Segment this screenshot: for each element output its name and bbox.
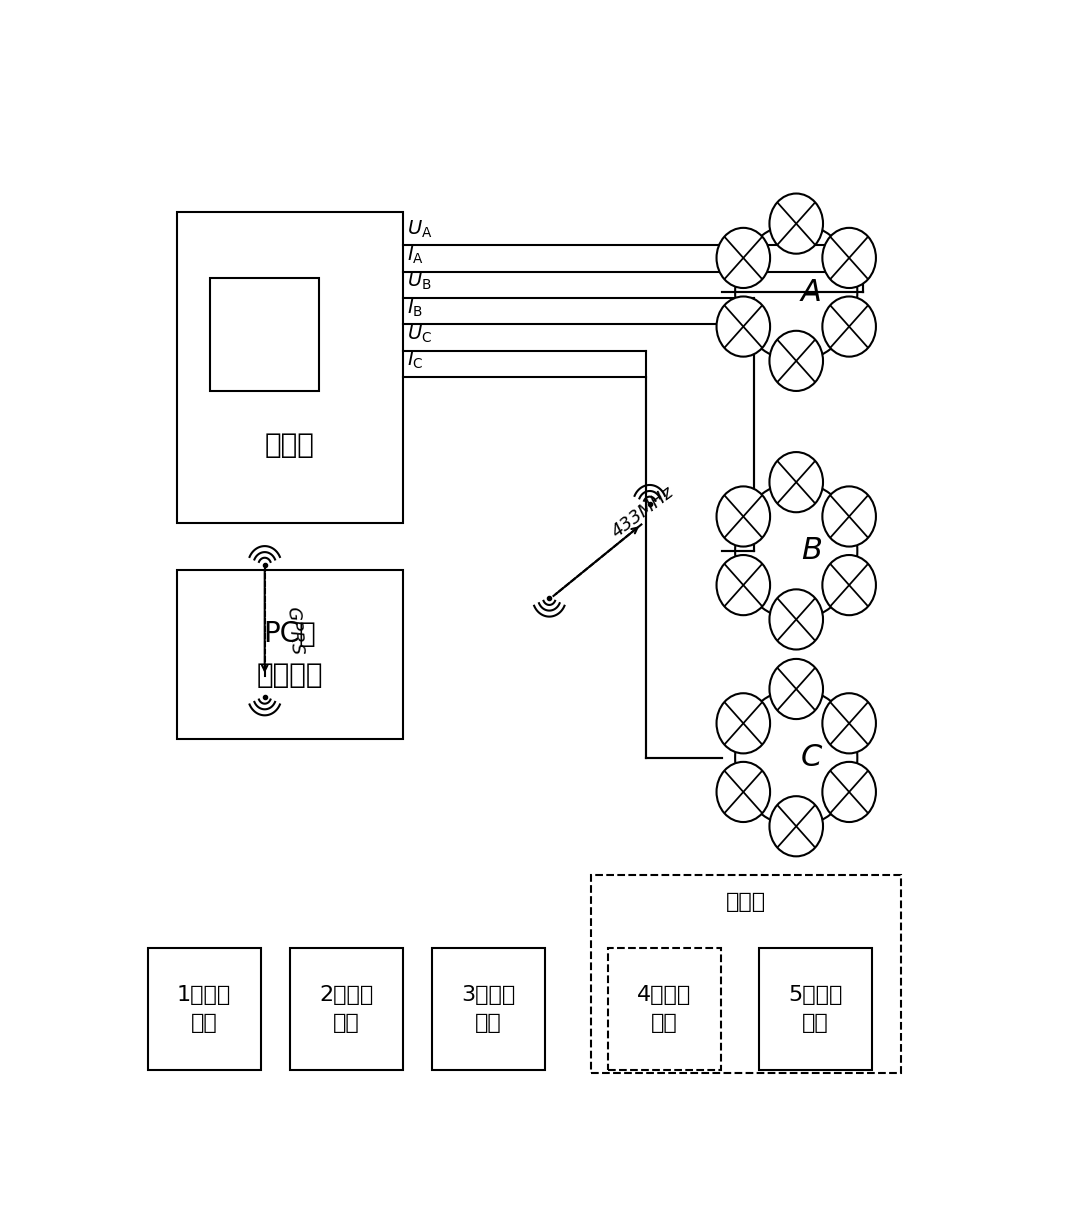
Circle shape — [822, 486, 876, 547]
Text: GPRS: GPRS — [283, 606, 306, 656]
Circle shape — [769, 796, 823, 856]
Bar — [608, 947, 721, 1070]
Circle shape — [822, 762, 876, 822]
Circle shape — [822, 694, 876, 753]
Text: 3号汇集
单元: 3号汇集 单元 — [461, 984, 516, 1033]
Text: A: A — [801, 277, 822, 306]
Circle shape — [716, 694, 770, 753]
Circle shape — [716, 297, 770, 357]
Bar — [758, 947, 872, 1070]
Text: 5号汇集
单元: 5号汇集 单元 — [788, 984, 842, 1033]
Circle shape — [716, 486, 770, 547]
Circle shape — [822, 556, 876, 615]
Circle shape — [769, 452, 823, 513]
Text: B: B — [801, 536, 822, 565]
Text: $I_{\mathrm{A}}$: $I_{\mathrm{A}}$ — [407, 244, 424, 266]
Bar — [177, 569, 403, 739]
Circle shape — [822, 297, 876, 357]
Circle shape — [716, 556, 770, 615]
Text: $U_{\mathrm{A}}$: $U_{\mathrm{A}}$ — [407, 219, 432, 239]
Bar — [591, 875, 901, 1072]
Bar — [432, 947, 545, 1070]
Text: 1号汇集
单元: 1号汇集 单元 — [177, 984, 231, 1033]
Text: 4号汇集
单元: 4号汇集 单元 — [637, 984, 691, 1033]
Circle shape — [822, 228, 876, 288]
Text: 2号汇集
单元: 2号汇集 单元 — [320, 984, 374, 1033]
Circle shape — [769, 659, 823, 719]
Text: $I_{\mathrm{B}}$: $I_{\mathrm{B}}$ — [407, 297, 423, 319]
Bar — [289, 947, 403, 1070]
Text: 继保仪: 继保仪 — [265, 431, 314, 459]
Circle shape — [716, 762, 770, 822]
Text: $I_{\mathrm{C}}$: $I_{\mathrm{C}}$ — [407, 350, 423, 371]
Text: PC端
模拟主站: PC端 模拟主站 — [257, 619, 323, 689]
Text: $U_{\mathrm{C}}$: $U_{\mathrm{C}}$ — [407, 324, 432, 344]
Circle shape — [769, 194, 823, 254]
Circle shape — [716, 228, 770, 288]
Bar — [148, 947, 260, 1070]
Text: 屏蔽箱: 屏蔽箱 — [726, 893, 766, 912]
Bar — [177, 212, 403, 523]
Text: C: C — [801, 744, 822, 772]
Text: 433MHz: 433MHz — [608, 484, 677, 541]
Bar — [211, 278, 320, 391]
Circle shape — [769, 590, 823, 650]
Circle shape — [769, 331, 823, 391]
Text: $U_{\mathrm{B}}$: $U_{\mathrm{B}}$ — [407, 271, 432, 292]
